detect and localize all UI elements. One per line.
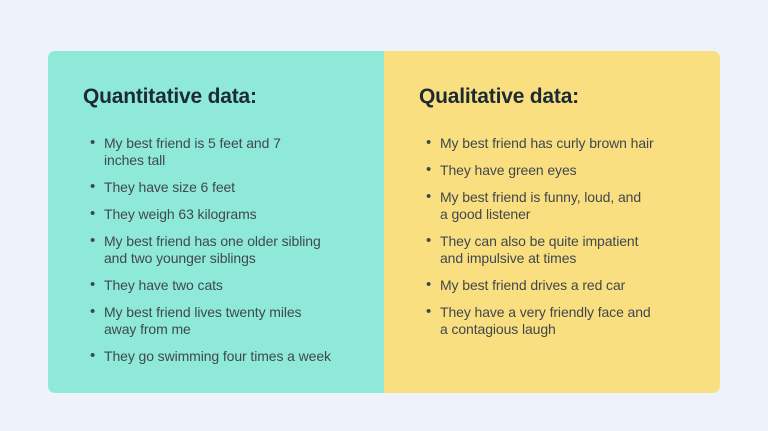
quantitative-bullet-list: My best friend is 5 feet and 7 inches ta… xyxy=(83,134,352,365)
list-item: My best friend drives a red car xyxy=(426,276,688,294)
list-item: They can also be quite impatient and imp… xyxy=(426,232,688,267)
list-item: They have a very friendly face and a con… xyxy=(426,303,688,338)
panel-quantitative: Quantitative data: My best friend is 5 f… xyxy=(48,51,384,393)
list-item: My best friend lives twenty miles away f… xyxy=(90,303,352,338)
qualitative-bullet-list: My best friend has curly brown hair They… xyxy=(419,134,688,338)
comparison-card: Quantitative data: My best friend is 5 f… xyxy=(48,51,720,393)
list-item: They have size 6 feet xyxy=(90,178,352,196)
list-item: My best friend has curly brown hair xyxy=(426,134,688,152)
list-item: My best friend is funny, loud, and a goo… xyxy=(426,188,688,223)
list-item: They go swimming four times a week xyxy=(90,347,352,365)
list-item: My best friend is 5 feet and 7 inches ta… xyxy=(90,134,352,169)
quantitative-data-title: Quantitative data: xyxy=(83,85,257,108)
list-item: They have two cats xyxy=(90,276,352,294)
list-item: They have green eyes xyxy=(426,161,688,179)
list-item: They weigh 63 kilograms xyxy=(90,205,352,223)
qualitative-data-title: Qualitative data: xyxy=(419,85,579,108)
panel-qualitative: Qualitative data: My best friend has cur… xyxy=(384,51,720,393)
list-item: My best friend has one older sibling and… xyxy=(90,232,352,267)
